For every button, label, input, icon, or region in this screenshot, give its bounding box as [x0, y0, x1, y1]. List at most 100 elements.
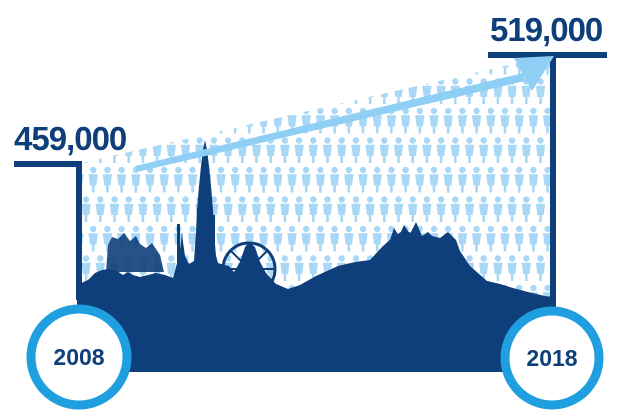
person-icon: [124, 196, 134, 222]
person-icon: [330, 55, 340, 75]
person-icon: [223, 78, 233, 104]
person-icon: [408, 137, 418, 163]
person-icon: [514, 107, 524, 134]
person-icon: [166, 196, 176, 222]
person-icon: [301, 166, 311, 193]
person-icon: [472, 225, 482, 252]
person-icon: [443, 166, 453, 193]
person-icon: [88, 225, 98, 252]
person-icon: [188, 225, 198, 252]
person-icon: [117, 166, 127, 193]
person-icon: [301, 55, 311, 75]
person-icon: [308, 137, 318, 163]
person-icon: [117, 55, 127, 75]
person-icon: [401, 55, 411, 75]
person-icon: [273, 166, 283, 193]
person-icon: [216, 225, 226, 252]
person-icon: [209, 78, 219, 104]
person-icon: [145, 55, 155, 75]
person-icon: [251, 196, 262, 222]
person-icon: [493, 137, 503, 163]
person-icon: [372, 55, 382, 75]
left-axis-line: [14, 161, 82, 300]
person-icon: [486, 225, 496, 252]
person-icon: [202, 55, 212, 75]
person-icon: [372, 166, 382, 193]
person-icon: [102, 55, 112, 75]
person-icon: [351, 137, 361, 163]
person-icon: [429, 107, 439, 134]
person-icon: [358, 166, 368, 193]
person-icon: [500, 107, 510, 134]
growth-arrow: [135, 56, 554, 172]
person-icon: [415, 107, 425, 134]
person-icon: [507, 137, 517, 163]
person-icon: [429, 166, 439, 193]
person-icon: [401, 107, 411, 134]
person-icon: [173, 166, 183, 193]
person-icon: [507, 255, 517, 281]
person-icon: [450, 137, 460, 163]
person-icon: [308, 196, 318, 222]
person-icon: [528, 225, 538, 252]
person-icon: [109, 78, 120, 104]
person-icon: [195, 78, 205, 104]
person-icon: [393, 137, 404, 163]
person-icon: [308, 78, 318, 104]
person-icon: [159, 166, 169, 193]
person-icon: [521, 137, 531, 163]
person-icon: [109, 196, 120, 222]
person-icon: [259, 225, 269, 252]
person-icon: [216, 55, 226, 75]
person-icon: [322, 196, 333, 222]
person-icon: [464, 196, 475, 222]
person-icon: [330, 225, 340, 252]
person-icon: [479, 196, 489, 222]
person-icon: [450, 196, 460, 222]
person-icon: [88, 166, 98, 193]
person-icon: [159, 107, 169, 134]
person-icon: [521, 255, 531, 281]
person-icon: [443, 107, 453, 134]
person-icon: [145, 107, 155, 134]
person-icon: [528, 107, 538, 134]
person-icon: [131, 107, 141, 134]
person-icon: [188, 55, 198, 75]
person-icon: [365, 137, 375, 163]
year-badge-2008: 2008: [26, 304, 132, 410]
person-icon: [266, 78, 276, 104]
person-icon: [472, 107, 482, 134]
person-icon: [259, 166, 269, 193]
person-icon: [358, 225, 368, 252]
person-icon: [244, 55, 254, 75]
person-icon: [500, 225, 510, 252]
person-icon: [479, 137, 489, 163]
person-icon: [379, 196, 389, 222]
person-icon: [386, 55, 396, 75]
person-icon: [457, 107, 467, 134]
person-icon: [337, 196, 347, 222]
person-icon: [188, 107, 198, 134]
person-icon: [401, 166, 411, 193]
person-icon: [344, 55, 354, 75]
person-icon: [486, 107, 496, 134]
person-icon: [202, 107, 212, 134]
person-icon: [88, 55, 98, 75]
person-icon: [95, 196, 105, 222]
year-badge-2018: 2018: [500, 306, 604, 410]
person-icon: [457, 225, 467, 252]
person-icon: [166, 78, 176, 104]
person-icon: [528, 166, 538, 193]
person-icon: [166, 255, 176, 281]
person-icon: [443, 55, 453, 75]
person-icon: [294, 137, 304, 163]
person-icon: [493, 255, 503, 281]
person-icon: [280, 78, 290, 104]
person-icon: [415, 166, 425, 193]
person-icon: [507, 196, 517, 222]
person-icon: [472, 166, 482, 193]
person-icon: [138, 78, 148, 104]
person-icon: [81, 196, 91, 222]
person-icon: [535, 255, 546, 281]
person-icon: [365, 196, 375, 222]
